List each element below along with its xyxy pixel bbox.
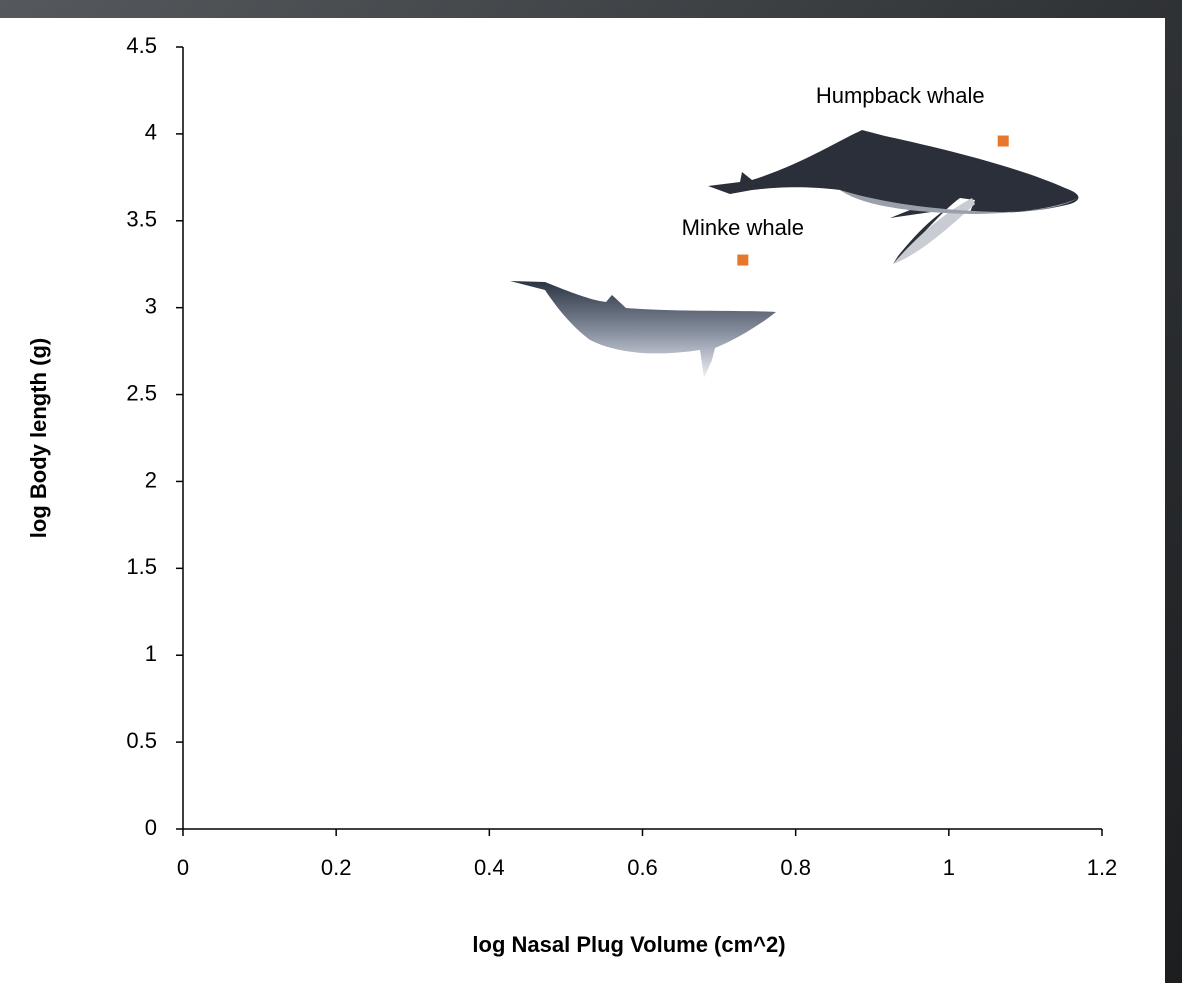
y-tick-label: 1 <box>145 641 157 666</box>
point <box>998 136 1009 147</box>
y-tick-label: 4 <box>145 120 157 145</box>
y-tick-label: 2 <box>145 467 157 492</box>
y-tick-label: 4.5 <box>126 33 157 58</box>
slide: log Nasal Plug Volume (cm^2) log Body le… <box>0 0 1182 983</box>
y-tick-label: 0.5 <box>126 728 157 753</box>
y-tick-label: 2.5 <box>126 380 157 405</box>
x-tick-label: 0.2 <box>321 855 352 880</box>
x-tick-label: 1.2 <box>1087 855 1118 880</box>
point-label: Minke whale <box>682 215 804 240</box>
point-label: Humpback whale <box>816 83 985 108</box>
x-tick-label: 0.6 <box>627 855 658 880</box>
y-tick-label: 3.5 <box>126 207 157 232</box>
x-tick-label: 0 <box>177 855 189 880</box>
point <box>737 255 748 266</box>
y-axis-title: log Body length (g) <box>26 338 51 538</box>
y-tick-label: 0 <box>145 815 157 840</box>
x-tick-label: 0.4 <box>474 855 505 880</box>
x-tick-label: 1 <box>943 855 955 880</box>
y-tick-label: 3 <box>145 293 157 318</box>
y-tick-label: 1.5 <box>126 554 157 579</box>
x-axis-title: log Nasal Plug Volume (cm^2) <box>472 932 785 957</box>
x-tick-label: 0.8 <box>780 855 811 880</box>
